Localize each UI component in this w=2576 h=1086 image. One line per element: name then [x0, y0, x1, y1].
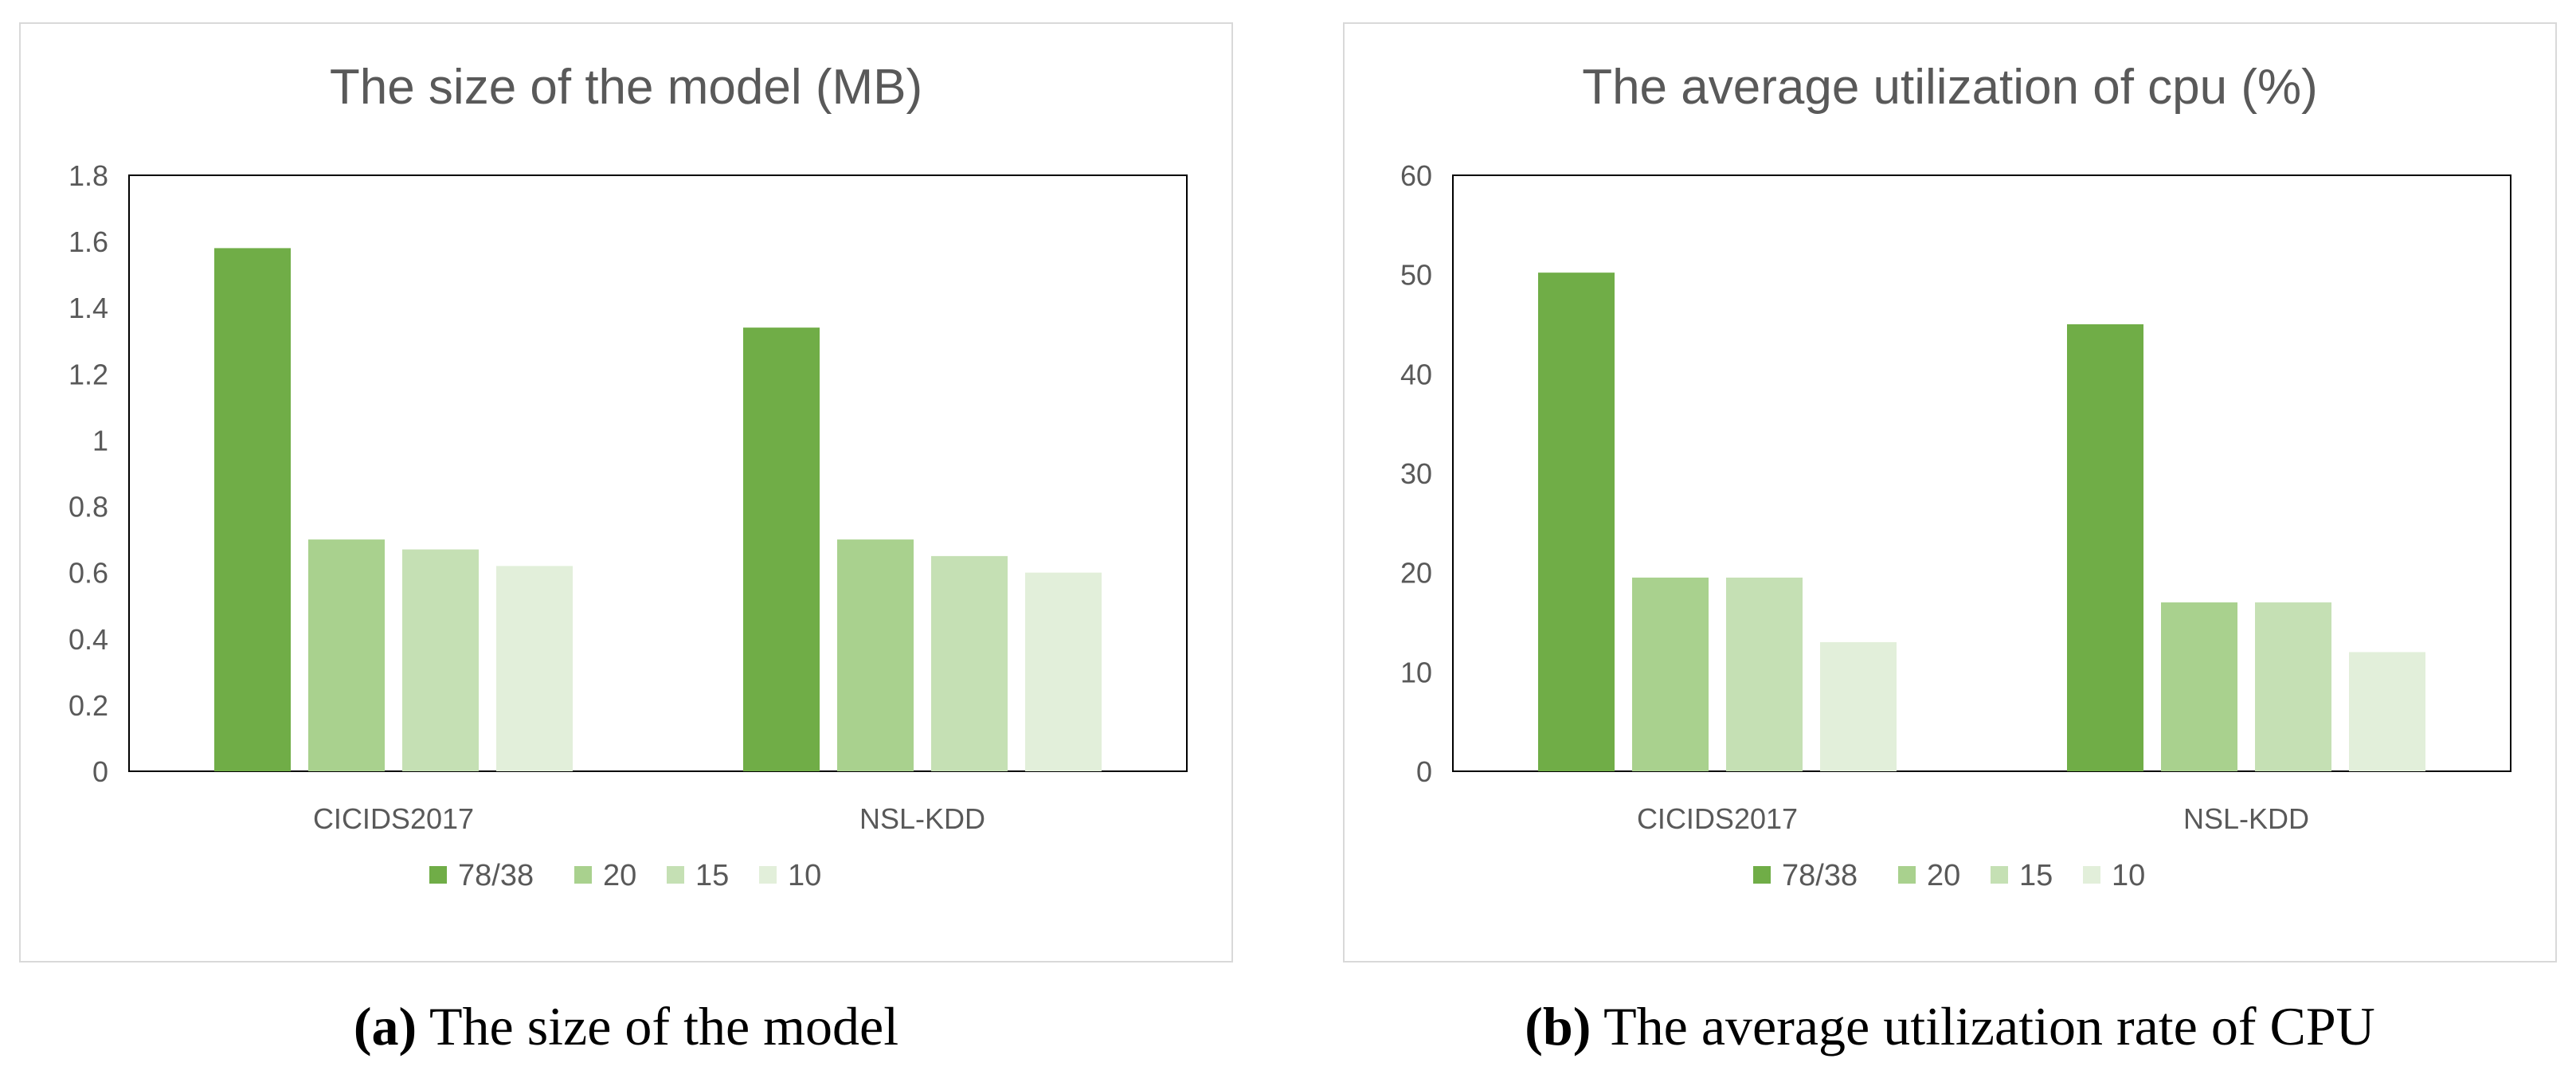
y-tick-label: 0.2	[69, 689, 108, 722]
legend-label: 78/38	[1782, 859, 1858, 892]
bar-nsl-kdd-series-3	[1025, 572, 1102, 771]
legend-swatch	[1991, 866, 2008, 884]
caption-a: (a) The size of the model	[19, 986, 1233, 1066]
y-tick-label: 1	[92, 424, 108, 457]
legend-swatch	[667, 866, 684, 884]
plot-area-border	[128, 174, 1188, 772]
legend-swatch	[2083, 866, 2100, 884]
legend-label: 20	[603, 859, 636, 892]
bar-cicids2017-series-0	[214, 248, 291, 771]
bar-nsl-kdd-series-2	[2255, 602, 2331, 771]
bar-cicids2017-series-3	[496, 566, 573, 771]
bar-nsl-kdd-series-0	[2067, 324, 2143, 771]
legend-label: 10	[2112, 859, 2145, 892]
y-tick-label: 1.8	[69, 159, 108, 192]
x-category-label: CICIDS2017	[313, 802, 474, 835]
x-category-label: CICIDS2017	[1637, 802, 1798, 835]
caption-b-text: The average utilization rate of CPU	[1603, 996, 2375, 1057]
y-tick-label: 20	[1400, 557, 1432, 590]
caption-b-tag: (b)	[1525, 996, 1591, 1057]
chart-title: The size of the model (MB)	[330, 60, 922, 115]
bar-cicids2017-series-1	[1632, 577, 1709, 771]
y-tick-label: 0.6	[69, 557, 108, 590]
legend-swatch	[574, 866, 592, 884]
legend-swatch	[759, 866, 777, 884]
bar-cicids2017-series-0	[1538, 272, 1615, 771]
bar-nsl-kdd-series-1	[2161, 602, 2237, 771]
x-category-label: NSL-KDD	[2183, 802, 2309, 835]
y-tick-label: 10	[1400, 656, 1432, 688]
y-tick-label: 50	[1400, 259, 1432, 292]
bar-cicids2017-series-3	[1820, 641, 1897, 771]
caption-a-text: The size of the model	[429, 996, 899, 1057]
bar-cicids2017-series-1	[308, 539, 385, 771]
chart-panel-model-size: The size of the model (MB) 0 0.2 0.4 0.6 0.8 1…	[19, 22, 1233, 963]
bar-chart-model-size: The size of the model (MB) 0 0.2 0.4 0.6 0.8 1…	[69, 60, 1188, 892]
legend-label: 10	[788, 859, 821, 892]
bar-cicids2017-series-2	[402, 549, 479, 771]
legend-label: 15	[695, 859, 729, 892]
y-tick-label: 0	[1416, 755, 1432, 788]
caption-a-tag: (a)	[353, 996, 417, 1057]
bar-cicids2017-series-2	[1726, 577, 1803, 771]
y-tick-label: 60	[1400, 159, 1432, 192]
bar-chart-cpu-utilization: The average utilization of cpu (%) 0 10 20 3…	[1400, 60, 2511, 892]
bar-nsl-kdd-series-0	[743, 327, 820, 772]
y-tick-label: 1.4	[69, 292, 108, 324]
caption-b: (b) The average utilization rate of CPU	[1343, 986, 2557, 1066]
legend-label: 78/38	[458, 859, 534, 892]
y-tick-label: 0.4	[69, 623, 108, 656]
y-tick-label: 40	[1400, 358, 1432, 390]
bar-nsl-kdd-series-3	[2349, 652, 2425, 771]
y-tick-label: 1.6	[69, 225, 108, 258]
legend-swatch	[1898, 866, 1916, 884]
legend-swatch	[429, 866, 447, 884]
y-tick-label: 1.2	[69, 358, 108, 390]
legend-label: 20	[1927, 859, 1960, 892]
legend-swatch	[1753, 866, 1771, 884]
plot-area-border	[1452, 174, 2511, 772]
chart-panel-cpu-utilization: The average utilization of cpu (%) 0 10 20 3…	[1343, 22, 2557, 963]
bar-nsl-kdd-series-1	[837, 539, 914, 771]
y-tick-label: 0.8	[69, 491, 108, 523]
chart-title: The average utilization of cpu (%)	[1582, 60, 2318, 115]
y-tick-label: 0	[92, 755, 108, 788]
legend-label: 15	[2019, 859, 2053, 892]
bar-nsl-kdd-series-2	[931, 555, 1008, 771]
y-tick-label: 30	[1400, 457, 1432, 490]
x-category-label: NSL-KDD	[859, 802, 985, 835]
